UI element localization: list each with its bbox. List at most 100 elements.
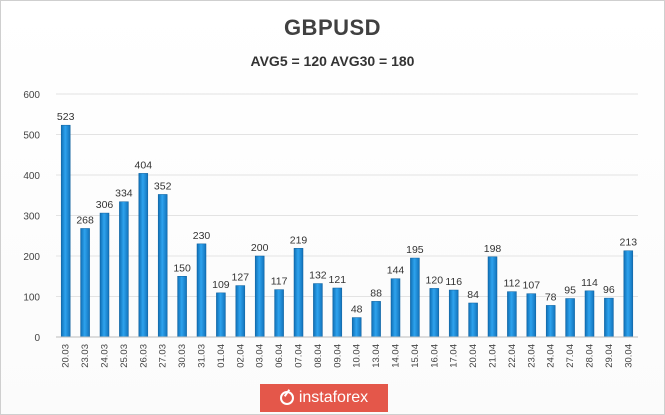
bar [235,285,246,338]
x-tick-label: 23.04 [526,344,537,368]
y-tick-label: 600 [23,90,40,101]
data-label: 150 [173,262,191,274]
bar [196,243,207,338]
x-tick-label: 27.03 [158,344,169,368]
x-tick-label: 16.04 [429,344,440,368]
bar [468,302,478,338]
x-tick-label: 14.04 [391,344,402,368]
x-tick-label: 20.03 [61,344,72,368]
data-label: 107 [523,280,541,292]
data-label: 121 [329,274,347,286]
x-tick-label: 31.03 [197,344,208,368]
data-label: 95 [564,285,576,297]
y-tick-label: 500 [23,131,40,142]
data-label: 200 [251,242,269,254]
bar [274,289,284,338]
data-label: 88 [370,287,382,299]
x-tick-label: 01.04 [216,344,227,368]
bar [390,278,401,338]
data-label: 120 [426,274,444,286]
x-tick-label: 09.04 [332,344,343,368]
data-label: 84 [467,289,479,301]
bar [177,276,187,338]
y-tick-label: 200 [23,252,40,263]
data-label: 198 [484,243,502,255]
x-tick-label: 24.03 [100,344,111,368]
data-label: 48 [351,304,363,316]
bar [604,297,614,338]
x-tick-label: 20.04 [468,344,479,368]
data-label: 112 [504,278,521,290]
data-label: 230 [193,230,211,242]
data-label: 352 [154,180,172,192]
bar [332,287,343,338]
data-label: 144 [387,265,405,277]
bar [138,173,149,338]
data-label: 268 [76,214,94,226]
data-label: 306 [96,199,114,211]
data-label: 96 [603,284,615,296]
bar [254,255,265,338]
bar [623,250,634,338]
data-label: 195 [406,244,424,256]
bar [584,290,595,338]
x-tick-label: 23.03 [80,344,91,368]
bar [119,201,129,338]
data-label: 78 [545,291,557,303]
data-label: 114 [581,277,598,289]
x-tick-label: 22.04 [507,344,518,368]
bar [313,283,323,338]
y-tick-label: 300 [23,212,40,223]
y-tick-label: 0 [34,333,40,344]
data-label: 219 [290,234,308,246]
x-tick-label: 17.04 [449,344,460,368]
x-tick-label: 08.04 [313,344,324,368]
x-tick-label: 13.04 [371,344,382,368]
x-tick-label: 10.04 [352,344,363,368]
x-tick-label: 15.04 [410,344,421,368]
x-tick-label: 29.04 [604,344,615,368]
data-label: 117 [271,276,288,288]
data-label: 523 [57,111,75,123]
x-tick-label: 30.04 [623,344,634,368]
x-tick-label: 02.04 [235,344,246,368]
bar [371,301,381,338]
y-tick-label: 400 [23,171,40,182]
chart-title: GBPUSD [283,15,382,40]
x-tick-label: 07.04 [294,344,305,368]
data-label: 116 [445,276,462,288]
bar [565,298,575,338]
bar [545,305,556,338]
bar [507,291,517,338]
data-label: 132 [309,270,327,282]
bar [99,212,110,338]
bar [351,317,362,338]
bar [410,257,420,338]
x-tick-label: 03.04 [255,344,266,368]
x-tick-label: 30.03 [177,344,188,368]
data-label: 109 [212,279,230,291]
watermark-text: instaforex [298,389,369,406]
data-label: 127 [232,272,250,284]
x-tick-label: 24.04 [546,344,557,368]
bar [526,293,537,338]
bar [293,248,304,338]
x-tick-label: 21.04 [488,344,499,368]
instaforex-watermark: instaforex [260,384,388,412]
bar [487,256,498,338]
x-tick-label: 28.04 [585,344,596,368]
data-label: 213 [620,237,638,249]
bar [60,124,71,338]
bar [157,194,168,338]
chart-subtitle: AVG5 = 120 AVG30 = 180 [250,53,415,69]
x-tick-label: 26.03 [138,344,149,368]
y-tick-label: 100 [23,293,40,304]
x-tick-label: 25.03 [119,344,130,368]
bar [80,228,90,338]
bar [448,289,459,338]
x-tick-label: 27.04 [565,344,576,368]
data-label: 404 [135,159,153,171]
bar [216,292,226,338]
